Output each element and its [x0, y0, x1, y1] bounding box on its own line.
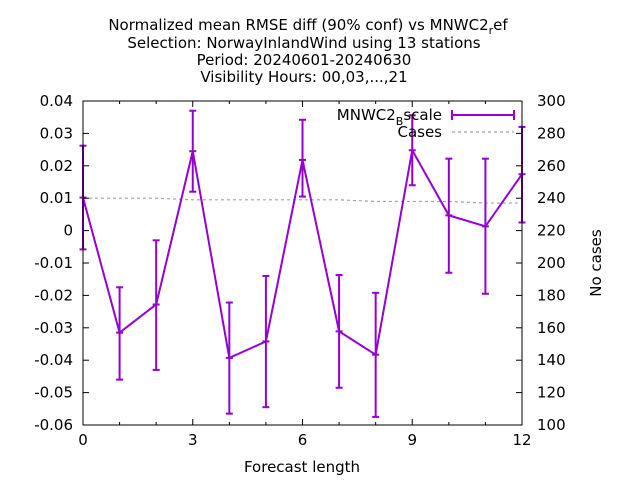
title-line-4: Visibility Hours: 00,03,...,21	[200, 68, 407, 86]
series-line-cases	[83, 197, 522, 204]
y-tick-label: -0.04	[34, 351, 73, 369]
y-tick-label: -0.02	[34, 286, 73, 304]
x-tick-label: 12	[512, 431, 531, 449]
y-tick-label: 0.03	[40, 124, 73, 142]
y-tick-label: -0.01	[34, 254, 73, 272]
y-tick-label: 0.04	[40, 92, 73, 110]
y2-tick-label: 140	[537, 351, 566, 369]
x-axis-label: Forecast length	[244, 458, 360, 476]
y2-tick-label: 180	[537, 286, 566, 304]
legend-label-mnwc2-bscale: MNWC2Bscale	[337, 106, 442, 128]
y2-tick-label: 100	[537, 416, 566, 434]
y2-tick-label: 240	[537, 189, 566, 207]
y2-tick-label: 260	[537, 157, 566, 175]
y2-tick-label: 300	[537, 92, 566, 110]
y2-tick-label: 120	[537, 384, 566, 402]
y-tick-label: -0.03	[34, 319, 73, 337]
x-tick-label: 3	[188, 431, 198, 449]
legend-swatch-mnwc2-bscale	[451, 110, 515, 120]
y2-tick-label: 160	[537, 319, 566, 337]
legend-label-cases: Cases	[397, 123, 442, 141]
x-tick-label: 6	[298, 431, 308, 449]
title-line-2: Selection: NorwayInlandWind using 13 sta…	[127, 34, 480, 52]
y-tick-label: -0.05	[34, 384, 73, 402]
y2-tick-label: 200	[537, 254, 566, 272]
x-tick-label: 9	[407, 431, 417, 449]
y-tick-label: -0.06	[34, 416, 73, 434]
title-line-1: Normalized mean RMSE diff (90% conf) vs …	[108, 16, 508, 37]
legend: MNWC2Bscale Cases	[337, 106, 515, 141]
y2-axis-label: No cases	[587, 229, 605, 297]
y-tick-label: 0.02	[40, 157, 73, 175]
chart-title: Normalized mean RMSE diff (90% conf) vs …	[108, 16, 508, 86]
title-line-3: Period: 20240601-20240630	[197, 51, 412, 69]
y-tick-label: 0	[63, 222, 73, 240]
plot-frame	[82, 100, 523, 426]
y2-tick-label: 220	[537, 222, 566, 240]
y2-tick-label: 280	[537, 124, 566, 142]
y-tick-label: 0.01	[40, 189, 73, 207]
x-tick-label: 0	[78, 431, 88, 449]
